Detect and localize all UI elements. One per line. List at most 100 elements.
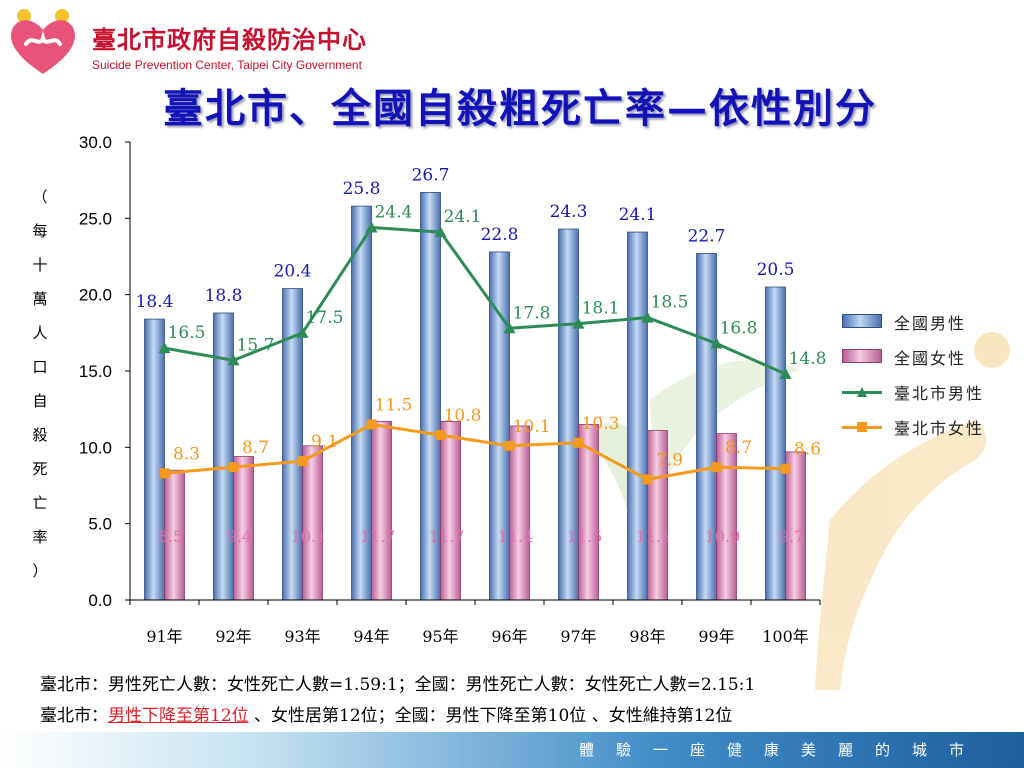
point-taipei-male	[779, 368, 792, 380]
data-label-taipei-male: 24.4	[375, 202, 413, 222]
y-axis-label-char: 人	[32, 324, 47, 342]
ranking-note-highlight: 男性下降至第12位	[108, 706, 249, 726]
data-label-national-male: 20.5	[757, 260, 795, 280]
data-label-taipei-female: 9.1	[311, 432, 338, 452]
point-taipei-male	[365, 221, 378, 233]
data-label-taipei-male: 14.8	[789, 349, 827, 369]
y-axis-label-char: 自	[32, 392, 47, 410]
point-taipei-female	[228, 462, 239, 473]
legend-item-national-female: 全國女性	[842, 339, 1012, 374]
x-tick-label: 95年	[422, 627, 458, 646]
y-axis-label-char: 死	[32, 460, 47, 478]
data-label-national-male: 22.7	[688, 226, 726, 246]
y-axis-label-char: ）	[32, 562, 47, 580]
legend-swatch	[842, 348, 882, 363]
page-title: 臺北市、全國自殺粗死亡率—依性別分	[163, 85, 877, 132]
point-taipei-female	[159, 468, 170, 479]
footer-bar: 體驗一座健康美麗的城市	[0, 732, 1024, 768]
point-taipei-male	[227, 354, 240, 366]
bar-national-female	[716, 433, 737, 601]
x-tick-label: 98年	[629, 627, 665, 646]
data-label-taipei-female: 8.7	[725, 438, 752, 458]
y-axis-label-char: 率	[32, 528, 47, 546]
x-tick-label: 97年	[560, 627, 596, 646]
data-label-national-male: 24.3	[550, 202, 588, 222]
bar-national-female	[785, 451, 806, 601]
legend-item-national-male: 全國男性	[842, 304, 1012, 339]
y-axis-label-char: （	[32, 188, 47, 206]
data-label-national-female: 8.5	[158, 527, 183, 546]
organization-name-zh: 臺北市政府自殺防治中心	[92, 26, 367, 54]
data-label-national-male: 25.8	[343, 179, 381, 199]
data-label-taipei-female: 8.6	[794, 440, 821, 460]
y-axis-label-char: 萬	[32, 290, 47, 308]
y-tick-label: 10.0	[79, 438, 112, 457]
data-label-taipei-male: 17.8	[513, 303, 551, 323]
x-tick-label: 94年	[353, 627, 389, 646]
data-label-taipei-male: 16.5	[168, 323, 206, 343]
data-label-national-male: 22.8	[481, 225, 519, 245]
data-label-taipei-male: 18.5	[651, 293, 689, 313]
x-tick-label: 91年	[146, 627, 182, 646]
ranking-note-rest: 、女性居第12位；全國：男性下降至第10位 、女性維持第12位	[248, 706, 733, 726]
organization-name-en: Suicide Prevention Center, Taipei City G…	[92, 58, 362, 72]
y-axis-label-char: 每	[32, 222, 47, 240]
y-tick-label: 15.0	[79, 362, 112, 381]
point-taipei-female	[573, 437, 584, 448]
data-label-national-male: 18.4	[136, 292, 174, 312]
point-taipei-male	[641, 311, 654, 323]
point-taipei-female	[366, 419, 377, 430]
y-axis-label-char: 殺	[32, 426, 47, 444]
legend-label: 臺北市女性	[894, 418, 985, 438]
data-label-national-male: 18.8	[205, 286, 243, 306]
triangle-marker-icon	[857, 386, 867, 397]
data-label-national-male: 26.7	[412, 165, 450, 185]
line-taipei-female	[164, 422, 786, 481]
point-taipei-male	[434, 226, 447, 238]
data-label-taipei-female: 7.9	[656, 450, 683, 470]
x-tick-label: 96年	[491, 627, 527, 646]
data-label-national-female: 11.1	[636, 527, 672, 546]
square-marker-icon	[857, 421, 867, 432]
data-label-national-female: 11.7	[429, 527, 465, 546]
bar-national-female	[440, 420, 461, 601]
data-label-taipei-female: 10.3	[582, 414, 620, 434]
point-taipei-male	[710, 337, 723, 349]
data-label-taipei-male: 17.5	[306, 308, 344, 328]
data-label-national-female: 11.7	[360, 527, 396, 546]
bar-national-female	[302, 445, 323, 601]
data-label-taipei-female: 11.5	[375, 395, 413, 415]
data-label-national-female: 10.1	[291, 527, 327, 546]
chart-legend: 全國男性 全國女性 臺北市男性 臺北市女性	[842, 304, 1012, 444]
legend-item-taipei-male: 臺北市男性	[842, 374, 1012, 409]
data-label-national-female: 10.9	[705, 527, 741, 546]
bar-national-male	[144, 318, 165, 601]
data-label-taipei-male: 18.1	[582, 299, 620, 319]
point-taipei-male	[572, 317, 585, 329]
data-label-national-female: 11.5	[567, 527, 603, 546]
data-label-taipei-female: 10.8	[444, 406, 482, 426]
point-taipei-male	[296, 326, 309, 338]
point-taipei-male	[503, 322, 516, 334]
data-label-taipei-male: 15.7	[237, 335, 275, 355]
data-label-national-female: 9.4	[227, 527, 252, 546]
y-tick-label: 0.0	[88, 591, 112, 610]
data-label-national-male: 20.4	[274, 262, 312, 282]
y-axis-label-char: 口	[32, 358, 47, 376]
bar-national-male	[696, 253, 717, 601]
point-taipei-female	[642, 474, 653, 485]
ratio-note: 臺北市：男性死亡人數：女性死亡人數=1.59:1；全國：男性死亡人數：女性死亡人…	[40, 675, 756, 695]
point-taipei-female	[435, 430, 446, 441]
point-taipei-female	[504, 440, 515, 451]
y-tick-label: 5.0	[88, 515, 112, 534]
data-label-national-female: 9.7	[779, 527, 804, 546]
data-label-taipei-female: 8.3	[173, 444, 200, 464]
x-tick-label: 92年	[215, 627, 251, 646]
data-label-taipei-male: 24.1	[444, 207, 482, 227]
legend-item-taipei-female: 臺北市女性	[842, 409, 1012, 444]
line-taipei-male	[164, 225, 787, 376]
bar-national-female	[509, 425, 530, 601]
point-taipei-female	[711, 462, 722, 473]
data-label-taipei-male: 16.8	[720, 319, 758, 339]
